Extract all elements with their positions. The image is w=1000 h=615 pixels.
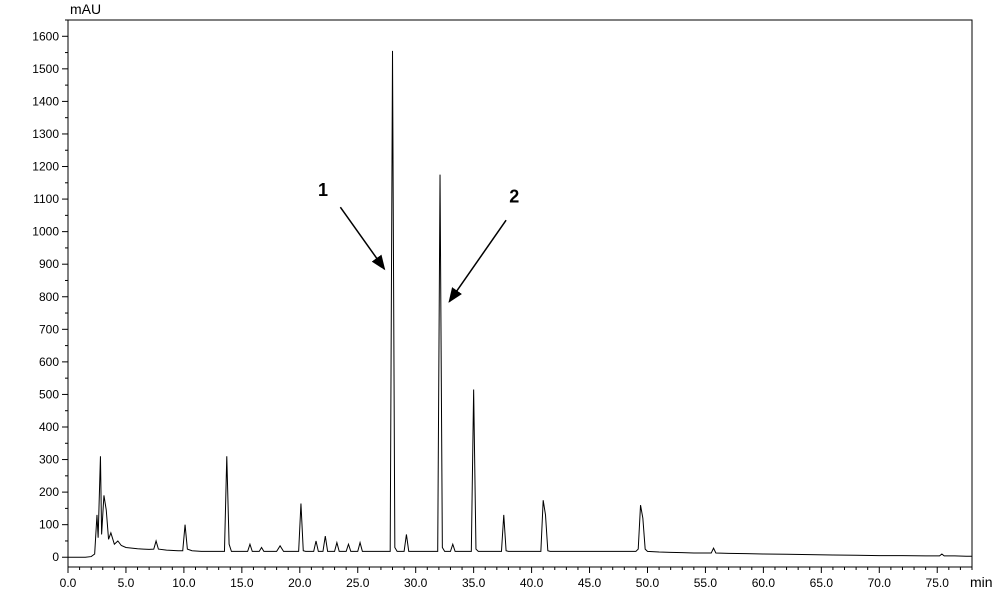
x-tick-label: 40.0 xyxy=(520,576,544,590)
x-tick-label: 5.0 xyxy=(118,576,135,590)
chromatogram-chart: 0 100 200 300 400 500 600 700 800 900 1000 1100 1200… xyxy=(0,0,1000,615)
y-tick-label: 1000 xyxy=(32,225,59,239)
x-axis-label: min xyxy=(970,574,993,590)
x-tick-label: 35.0 xyxy=(462,576,486,590)
x-tick-label: 65.0 xyxy=(810,576,834,590)
x-tick-label: 10.0 xyxy=(172,576,196,590)
x-tick-label: 20.0 xyxy=(288,576,312,590)
x-tick-label: 0.0 xyxy=(60,576,77,590)
y-tick-label: 700 xyxy=(39,322,59,336)
y-tick-label: 500 xyxy=(39,387,59,401)
annotation-arrow xyxy=(340,207,384,269)
y-tick-label: 1400 xyxy=(32,94,59,108)
x-tick-label: 75.0 xyxy=(926,576,950,590)
y-tick-label: 800 xyxy=(39,290,59,304)
x-tick-label: 45.0 xyxy=(578,576,602,590)
x-tick-label: 70.0 xyxy=(868,576,892,590)
y-tick-label: 400 xyxy=(39,420,59,434)
y-tick-label: 0 xyxy=(52,550,59,564)
annotation-label: 1 xyxy=(318,180,328,200)
x-tick-label: 30.0 xyxy=(404,576,428,590)
y-tick-label: 200 xyxy=(39,485,59,499)
y-tick-label: 600 xyxy=(39,355,59,369)
y-tick-label: 1200 xyxy=(32,160,59,174)
x-tick-label: 25.0 xyxy=(346,576,370,590)
chart-svg: 0 100 200 300 400 500 600 700 800 900 1000 1100 1200… xyxy=(0,0,1000,615)
chromatogram-trace xyxy=(68,51,972,557)
y-tick-label: 900 xyxy=(39,257,59,271)
x-tick-label: 60.0 xyxy=(752,576,776,590)
y-tick-label: 100 xyxy=(39,518,59,532)
y-tick-label: 300 xyxy=(39,453,59,467)
y-tick-label: 1300 xyxy=(32,127,59,141)
y-tick-label: 1600 xyxy=(32,29,59,43)
annotation-label: 2 xyxy=(509,186,519,206)
y-tick-label: 1100 xyxy=(33,192,59,206)
y-tick-label: 1500 xyxy=(32,62,59,76)
y-axis-label: mAU xyxy=(70,1,101,17)
annotation-arrow xyxy=(449,220,506,301)
x-tick-label: 55.0 xyxy=(694,576,718,590)
x-tick-label: 15.0 xyxy=(230,576,254,590)
x-tick-label: 50.0 xyxy=(636,576,660,590)
